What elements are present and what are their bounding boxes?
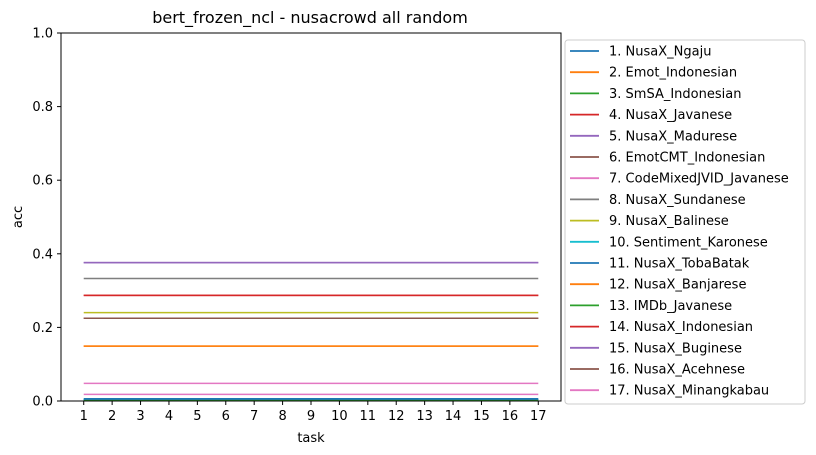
y-axis-label: acc [11,206,26,228]
x-tick-label: 17 [530,409,547,424]
y-tick-label: 0.6 [32,174,53,189]
x-tick-label: 10 [331,409,348,424]
legend-label: 6. EmotCMT_Indonesian [609,151,765,166]
x-tick-label: 7 [250,409,258,424]
x-tick-label: 11 [360,409,377,424]
y-tick-label: 0.2 [32,321,53,336]
legend-label: 11. NusaX_TobaBatak [609,257,750,272]
x-tick-label: 8 [278,409,286,424]
y-tick-label: 1.0 [32,27,53,42]
y-tick-label: 0.4 [32,247,53,262]
legend-label: 13. IMDb_Javanese [609,299,732,314]
x-axis-label: task [297,431,325,446]
y-tick-label: 0.8 [32,100,53,115]
legend-label: 1. NusaX_Ngaju [609,45,711,60]
legend-label: 3. SmSA_Indonesian [609,87,741,102]
legend-label: 2. Emot_Indonesian [609,66,737,81]
chart-title: bert_frozen_ncl - nusacrowd all random [152,8,468,28]
legend: 1. NusaX_Ngaju 2. Emot_Indonesian 3. SmSA_… [564,39,806,405]
legend-label: 14. NusaX_Indonesian [609,320,753,335]
x-tick-label: 13 [416,409,433,424]
y-tick-label: 0.0 [32,395,53,410]
legend-label: 5. NusaX_Madurese [609,129,737,144]
x-tick-label: 9 [307,409,315,424]
y-axis: 0.0 0.2 0.4 0.6 0.8 1.0 [32,27,61,410]
x-tick-label: 16 [502,409,519,424]
x-tick-label: 5 [193,409,201,424]
x-tick-label: 14 [445,409,462,424]
x-tick-label: 12 [388,409,405,424]
x-axis: 1 2 3 4 5 6 7 8 9 10 11 12 13 14 15 16 17 [80,401,547,424]
x-tick-label: 3 [136,409,144,424]
legend-frame [564,39,806,405]
legend-label: 16. NusaX_Acehnese [609,363,745,378]
x-tick-label: 1 [80,409,88,424]
x-tick-label: 6 [222,409,230,424]
plot-area [83,261,539,402]
legend-label: 10. Sentiment_Karonese [609,235,768,250]
legend-label: 9. NusaX_Balinese [609,214,729,229]
legend-label: 12. NusaX_Banjarese [609,278,746,293]
x-tick-label: 4 [165,409,173,424]
legend-label: 15. NusaX_Buginese [609,341,742,356]
legend-label: 7. CodeMixedJVID_Javanese [609,172,789,187]
legend-label: 4. NusaX_Javanese [609,108,732,123]
x-tick-label: 15 [473,409,490,424]
x-tick-label: 2 [108,409,116,424]
legend-label: 8. NusaX_Sundanese [609,193,746,208]
legend-label: 17. NusaX_Minangkabau [609,384,769,399]
